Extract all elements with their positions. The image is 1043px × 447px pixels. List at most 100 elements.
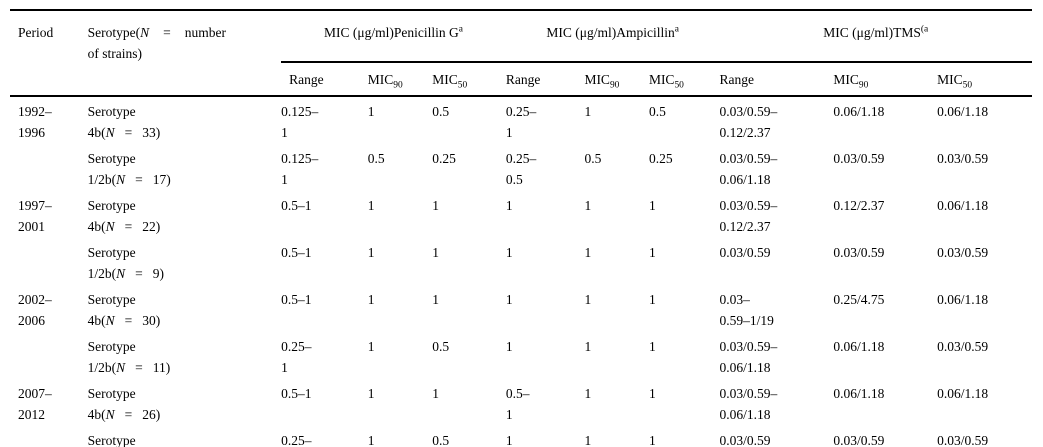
- amp-range-cell: 1: [505, 292, 513, 307]
- strain-count: 22: [142, 219, 156, 234]
- tms-mic50-cell: 0.06/1.18: [937, 386, 989, 401]
- amp-mic90-cell: 0.5: [584, 151, 602, 166]
- table-row: Serotype 1/2b(N = 9) 0.5–1 1 1 1 1 1 0.03/…: [10, 238, 1032, 285]
- amp-range-cell: 1: [505, 245, 513, 260]
- pen-range-cell: 0.125– 1: [281, 104, 319, 140]
- table-row: 2007– 2012 Serotype 4b(N = 26) 0.5–1 1 1 0…: [10, 379, 1032, 426]
- serotype-cell: Serotype 1/2b(N=9): [88, 426, 282, 447]
- serotype-name: 1/2b: [87, 266, 112, 281]
- penicillin-group-label: MIC (μg/ml)Penicillin G: [323, 25, 459, 40]
- pen-mic50-cell: 0.5: [432, 433, 450, 447]
- col-header-tms-mic50: MIC50: [937, 62, 1032, 97]
- tms-mic50-cell: 0.03/0.59: [937, 339, 989, 354]
- serotype-word: Serotype: [87, 151, 136, 166]
- col-header-amp-mic90: MIC90: [584, 62, 649, 97]
- serotype-word: Serotype: [87, 104, 136, 119]
- tms-range-cell: 0.03/0.59– 0.06/1.18: [719, 151, 778, 187]
- pen-range-cell: 0.125– 1: [281, 151, 319, 187]
- tms-mic50-cell: 0.06/1.18: [937, 198, 989, 213]
- header-row-groups: Period Serotype(N = number of strains) MIC…: [10, 10, 1032, 97]
- mic-label: MIC: [584, 72, 610, 87]
- serotype-detail: 4b(N = 33): [88, 122, 282, 143]
- pen-mic50-cell: 0.5: [432, 104, 450, 119]
- strain-count: 11: [152, 360, 166, 375]
- col-header-pen-range: Range: [281, 62, 368, 97]
- period-cell: 2002– 2006: [18, 292, 52, 328]
- mic-label: MIC: [367, 72, 394, 87]
- tms-group-label: MIC (μg/ml)TMS: [823, 25, 921, 40]
- tms-mic90-cell: 0.25/4.75: [833, 292, 885, 307]
- tms-mic50-cell: 0.03/0.59: [937, 245, 989, 260]
- mic50-subscript: 50: [457, 80, 468, 91]
- strain-count: 9: [152, 266, 160, 281]
- amp-range-cell: 0.5– 1: [505, 386, 530, 422]
- tms-range-cell: 0.03/0.59: [719, 245, 771, 260]
- tms-range-cell: 0.03/0.59– 0.12/2.37: [719, 198, 778, 234]
- pen-mic90-cell: 1: [367, 339, 375, 354]
- col-header-pen-mic50: MIC50: [432, 62, 506, 97]
- col-header-amp-range: Range: [505, 62, 585, 97]
- penicillin-footnote-mark: a: [458, 24, 463, 35]
- serotype-cell: Serotype 1/2b(N=9): [88, 238, 282, 285]
- serotype-cell: Serotype 1/2b(N = 17): [88, 144, 282, 191]
- pen-mic50-cell: 0.25: [432, 151, 456, 166]
- period-cell: 1997– 2001: [18, 198, 52, 234]
- serotype-name: 4b: [87, 313, 102, 328]
- amp-mic50-cell: 0.5: [648, 104, 666, 119]
- tms-mic90-cell: 0.06/1.18: [833, 386, 885, 401]
- serotype-cell: Serotype 1/2b(N = 11): [88, 332, 282, 379]
- period-cell: [10, 144, 88, 191]
- pen-mic50-cell: 1: [432, 245, 440, 260]
- serotype-cell: Serotype 4b(N = 33): [88, 96, 282, 144]
- amp-mic90-cell: 1: [584, 198, 592, 213]
- equals-sign: =: [135, 266, 143, 281]
- serotype-word: Serotype: [87, 292, 136, 307]
- tms-mic50-cell: 0.06/1.18: [937, 104, 989, 119]
- table-row: Serotype 1/2b(N=9) 0.25– 1 1 0.5 1 1 1 0…: [10, 426, 1032, 447]
- period-cell: [10, 332, 88, 379]
- tms-mic90-cell: 0.03/0.59: [833, 151, 885, 166]
- mic50-subscript: 50: [674, 80, 684, 91]
- pen-mic90-cell: 1: [367, 386, 375, 401]
- serotype-word: Serotype: [87, 198, 136, 213]
- amp-mic50-cell: 1: [648, 339, 656, 354]
- table-row: Serotype 1/2b(N = 17) 0.125– 1 0.5 0.25 0.…: [10, 144, 1032, 191]
- table-row: 1992– 1996 Serotype 4b(N = 33) 0.125– 1 1 …: [10, 96, 1032, 144]
- mic-label: MIC: [833, 72, 859, 87]
- pen-mic50-cell: 1: [432, 292, 440, 307]
- tms-range-cell: 0.03/0.59– 0.06/1.18: [719, 386, 778, 422]
- period-cell: [10, 426, 88, 447]
- pen-mic90-cell: 1: [367, 198, 375, 213]
- pen-mic90-cell: 0.5: [367, 151, 385, 166]
- serotype-word: Serotype: [87, 339, 136, 354]
- serotype-detail: 4b(N = 22): [88, 216, 282, 237]
- serotype-cell: Serotype 4b(N = 30): [88, 285, 282, 332]
- period-cell: 2007– 2012: [18, 386, 52, 422]
- amp-range-cell: 1: [505, 339, 513, 354]
- amp-mic90-cell: 1: [584, 104, 592, 119]
- amp-mic90-cell: 1: [584, 339, 592, 354]
- pen-mic90-cell: 1: [367, 104, 375, 119]
- serotype-cell: Serotype 4b(N = 22): [88, 191, 282, 238]
- pen-range-cell: 0.25– 1: [281, 433, 312, 447]
- equals-sign: =: [124, 125, 133, 140]
- serotype-header-line1: Serotype(N = number: [88, 22, 282, 43]
- amp-mic50-cell: 1: [648, 245, 656, 260]
- tms-range-cell: 0.03/0.59– 0.12/2.37: [719, 104, 778, 140]
- serotype-word: Serotype: [87, 245, 136, 260]
- col-header-serotype: Serotype(N = number of strains): [87, 10, 282, 97]
- amp-range-cell: 0.25– 0.5: [505, 151, 537, 187]
- n-symbol: N: [116, 360, 126, 375]
- mic90-subscript: 90: [393, 80, 403, 91]
- period-cell: [10, 238, 88, 285]
- pen-mic50-cell: 1: [432, 198, 440, 213]
- amp-mic50-cell: 1: [648, 292, 656, 307]
- strain-count: 33: [142, 125, 156, 140]
- tms-mic90-cell: 0.06/1.18: [833, 339, 885, 354]
- mic50-subscript: 50: [962, 80, 973, 91]
- col-header-period: Period: [10, 10, 88, 97]
- equals-sign: =: [124, 313, 133, 328]
- amp-range-cell: 1: [505, 198, 513, 213]
- amp-mic90-cell: 1: [584, 245, 592, 260]
- serotype-header-prefix: Serotype(: [87, 25, 141, 40]
